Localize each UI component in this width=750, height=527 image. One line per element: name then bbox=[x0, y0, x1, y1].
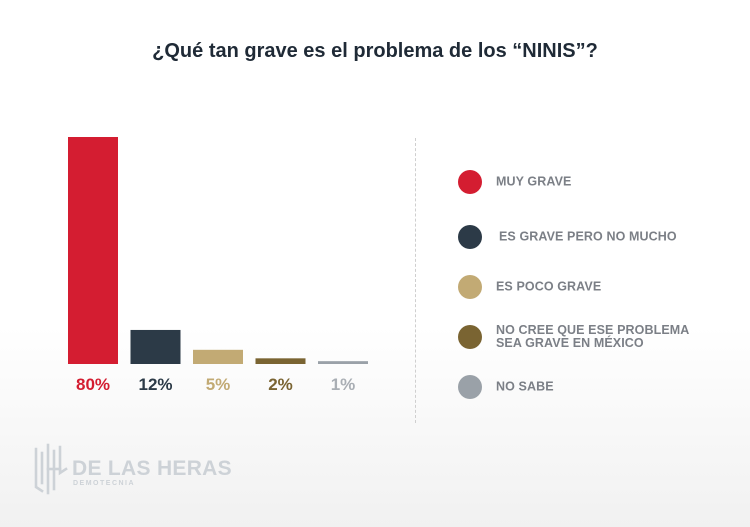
chart-title: ¿Qué tan grave es el problema de los “NI… bbox=[152, 40, 598, 62]
legend-item-no-sabe: NO SABE bbox=[458, 372, 728, 402]
legend-swatch-no-cree-grave bbox=[458, 325, 482, 349]
legend-item-no-cree-grave: NO CREE QUE ESE PROBLEMA SEA GRAVE EN MÉ… bbox=[458, 322, 728, 352]
bar-2 bbox=[130, 329, 181, 364]
legend-label: NO CREE QUE ESE PROBLEMA SEA GRAVE EN MÉ… bbox=[496, 323, 689, 350]
legend-label: ES POCO GRAVE bbox=[496, 279, 602, 294]
company-logo: DE LAS HERAS DEMOTECNIA bbox=[32, 443, 232, 499]
legend-label: MUY GRAVE bbox=[496, 174, 572, 189]
bar-3 bbox=[193, 349, 243, 364]
bar-value-label-1: 80% bbox=[76, 375, 110, 394]
legend-swatch-no-sabe bbox=[458, 375, 482, 399]
legend-item-grave-pero-no-mucho: ES GRAVE PERO NO MUCHO bbox=[458, 222, 728, 252]
bar-1 bbox=[68, 137, 118, 364]
logo-name: DE LAS HERAS bbox=[72, 457, 232, 480]
legend-item-poco-grave: ES POCO GRAVE bbox=[458, 272, 728, 302]
bar-5 bbox=[318, 361, 368, 364]
bar-value-label-3: 5% bbox=[206, 375, 231, 394]
legend-swatch-muy-grave bbox=[458, 170, 482, 194]
bar-value-label-4: 2% bbox=[268, 375, 293, 394]
logo-mark-icon bbox=[34, 443, 68, 495]
bar-value-label-2: 12% bbox=[138, 375, 172, 394]
legend-label: NO SABE bbox=[496, 379, 554, 394]
bar-value-label-5: 1% bbox=[331, 375, 356, 394]
logo-subtitle: DEMOTECNIA bbox=[73, 480, 136, 487]
legend-swatch-poco-grave bbox=[458, 275, 482, 299]
legend-label: ES GRAVE PERO NO MUCHO bbox=[499, 229, 677, 244]
bar-4 bbox=[255, 358, 306, 364]
legend-item-muy-grave: MUY GRAVE bbox=[458, 167, 728, 197]
legend-divider bbox=[415, 138, 416, 423]
legend-swatch-grave-pero-no-mucho bbox=[458, 225, 482, 249]
